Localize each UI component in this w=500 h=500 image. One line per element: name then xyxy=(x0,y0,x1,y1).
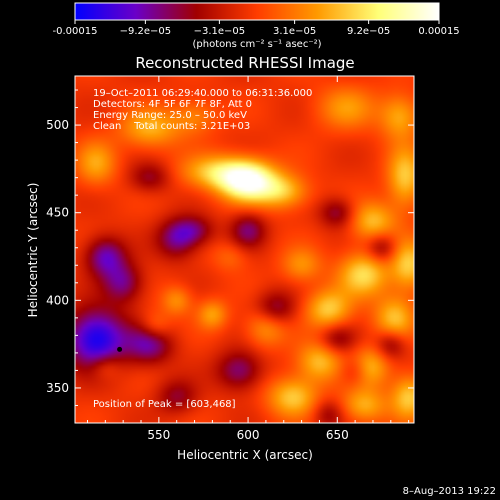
marker-point xyxy=(117,346,123,352)
peak-position-label: Position of Peak = [603,468] xyxy=(93,399,236,410)
colorbar xyxy=(74,2,440,21)
x-tick-label: 550 xyxy=(147,428,170,442)
colorbar-tick-label: -0.00015 xyxy=(53,26,98,37)
annotation-time-range: 19–Oct–2011 06:29:40.000 to 06:31:36.000 xyxy=(93,88,312,99)
colorbar-label: (photons cm⁻² s⁻¹ asec⁻²) xyxy=(192,39,321,50)
heatmap-image xyxy=(75,76,414,423)
x-tick-label: 650 xyxy=(326,428,349,442)
colorbar-tick-label: 3.1e−05 xyxy=(273,26,316,37)
footer-date: 8–Aug–2013 19:22 xyxy=(403,486,496,497)
y-axis: 350 400 450 500 xyxy=(46,89,414,406)
colorbar-ticks: -0.00015 −9.2e−05 −3.1e−05 3.1e−05 9.2e−05 0.… xyxy=(53,20,460,37)
colorbar-tick-label: −9.2e−05 xyxy=(120,26,172,37)
colorbar-tick-label: 9.2e−05 xyxy=(347,26,390,37)
annotation-block: 19–Oct–2011 06:29:40.000 to 06:31:36.000… xyxy=(93,88,312,132)
annotation-energy: Energy Range: 25.0 – 50.0 keV xyxy=(93,110,247,121)
x-axis: 550 600 650 xyxy=(86,76,410,442)
colorbar-tick-label: 0.00015 xyxy=(418,26,459,37)
x-tick-label: 600 xyxy=(237,428,260,442)
y-tick-label: 500 xyxy=(46,118,69,132)
y-tick-label: 450 xyxy=(46,206,69,220)
annotation-clean: Clean Total counts: 3.21E+03 xyxy=(93,121,250,132)
y-tick-label: 350 xyxy=(46,381,69,395)
colorbar-tick-label: −3.1e−05 xyxy=(194,26,246,37)
y-tick-label: 400 xyxy=(46,293,69,307)
plot-frame xyxy=(74,75,415,424)
y-axis-label: Heliocentric Y (arcsec) xyxy=(26,183,40,318)
annotation-detectors: Detectors: 4F 5F 6F 7F 8F, Att 0 xyxy=(93,99,252,110)
x-axis-label: Heliocentric X (arcsec) xyxy=(177,448,313,462)
chart-title: Reconstructed RHESSI Image xyxy=(135,54,354,72)
